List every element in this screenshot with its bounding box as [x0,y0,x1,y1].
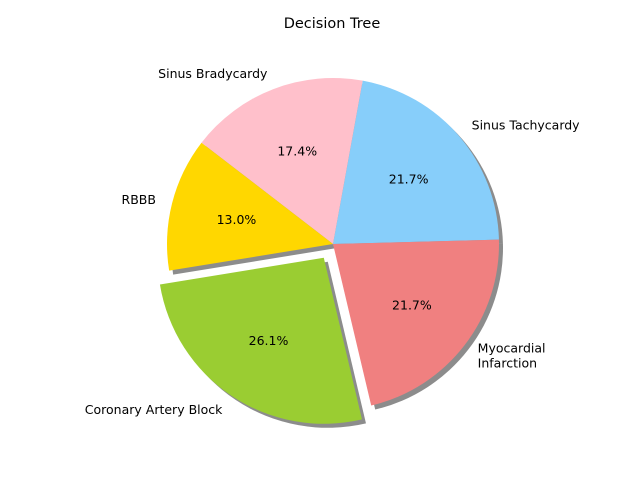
slice-coronary-artery-block [159,257,362,424]
slice-label-rbbb: RBBB [122,192,156,207]
slice-sinus-tachycardy [333,80,499,244]
slices [159,78,499,424]
slice-percent-label-sinus-tachycardy: 21.7% [389,172,429,187]
slice-percent-label-coronary-artery-block: 26.1% [249,333,289,348]
slice-percent-label-myocardial-infarction: 21.7% [392,297,432,312]
slice-percent-label-sinus-bradycardy: 17.4% [277,144,317,159]
slice-rbbb [166,142,333,271]
slice-label-sinus-bradycardy: Sinus Bradycardy [158,66,268,81]
slice-sinus-bradycardy [201,78,363,244]
slice-label-myocardial-infarction: Myocardial Infarction [478,340,546,370]
slice-label-coronary-artery-block: Coronary Artery Block [85,402,223,417]
slice-label-sinus-tachycardy: Sinus Tachycardy [472,118,581,133]
slice-labels: 21.7% Sinus Tachycardy 17.4% Sinus Bradycar… [85,66,580,417]
chart-title: Decision Tree [284,16,381,32]
slice-myocardial-infarction [333,239,499,406]
slice-percent-label-rbbb: 13.0% [217,212,257,227]
